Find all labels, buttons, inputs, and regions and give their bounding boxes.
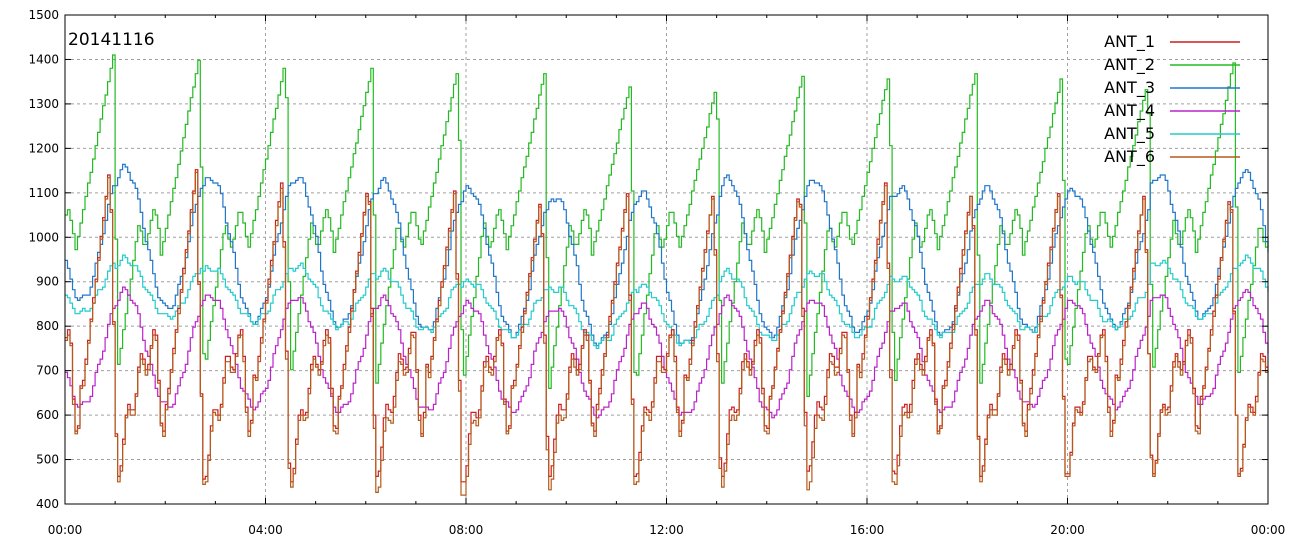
legend: ANT_1 ANT_2 ANT_3 ANT_4 ANT_5 ANT_6 bbox=[1104, 32, 1240, 167]
legend-label: ANT_1 bbox=[1104, 32, 1155, 52]
y-axis-labels: 400 500 600 700 800 900 1000 1100 1200 1300 1400 15… bbox=[28, 8, 59, 511]
y-tick-label: 900 bbox=[36, 275, 59, 289]
y-tick-label: 700 bbox=[36, 364, 59, 378]
y-tick-label: 1300 bbox=[28, 97, 59, 111]
y-tick-label: 800 bbox=[36, 319, 59, 333]
legend-label: ANT_5 bbox=[1104, 124, 1155, 144]
legend-label: ANT_6 bbox=[1104, 147, 1155, 167]
x-tick-label: 12:00 bbox=[649, 523, 684, 537]
series-line-ant-6 bbox=[65, 171, 1269, 496]
x-tick-label: 08:00 bbox=[449, 523, 484, 537]
legend-label: ANT_3 bbox=[1104, 78, 1155, 98]
plot-background bbox=[65, 15, 1268, 504]
y-tick-label: 1500 bbox=[28, 8, 59, 22]
x-tick-label: 20:00 bbox=[1050, 523, 1085, 537]
x-axis-labels: 00:00 04:00 08:00 12:00 16:00 20:00 00:00 bbox=[48, 523, 1286, 537]
x-tick-label: 00:00 bbox=[1251, 523, 1286, 537]
series-line-ant-3 bbox=[65, 163, 1269, 347]
series-line-ant-4 bbox=[65, 286, 1269, 419]
legend-label: ANT_4 bbox=[1104, 101, 1155, 121]
x-tick-label: 16:00 bbox=[850, 523, 885, 537]
axis-ticks bbox=[64, 14, 1269, 505]
series-line-ant-2 bbox=[65, 54, 1269, 397]
y-tick-label: 400 bbox=[36, 497, 59, 511]
legend-label: ANT_2 bbox=[1104, 55, 1155, 75]
series-line-ant-5 bbox=[65, 254, 1269, 349]
x-tick-label: 04:00 bbox=[248, 523, 283, 537]
y-tick-label: 600 bbox=[36, 408, 59, 422]
x-tick-label: 00:00 bbox=[48, 523, 83, 537]
chart-title: 20141116 bbox=[68, 30, 155, 50]
y-tick-label: 1100 bbox=[28, 186, 59, 200]
y-tick-label: 1000 bbox=[28, 230, 59, 244]
series-layer bbox=[65, 54, 1269, 496]
series-line-ant-1 bbox=[65, 169, 1268, 483]
y-tick-label: 1200 bbox=[28, 141, 59, 155]
y-tick-label: 1400 bbox=[28, 52, 59, 66]
y-tick-label: 500 bbox=[36, 453, 59, 467]
